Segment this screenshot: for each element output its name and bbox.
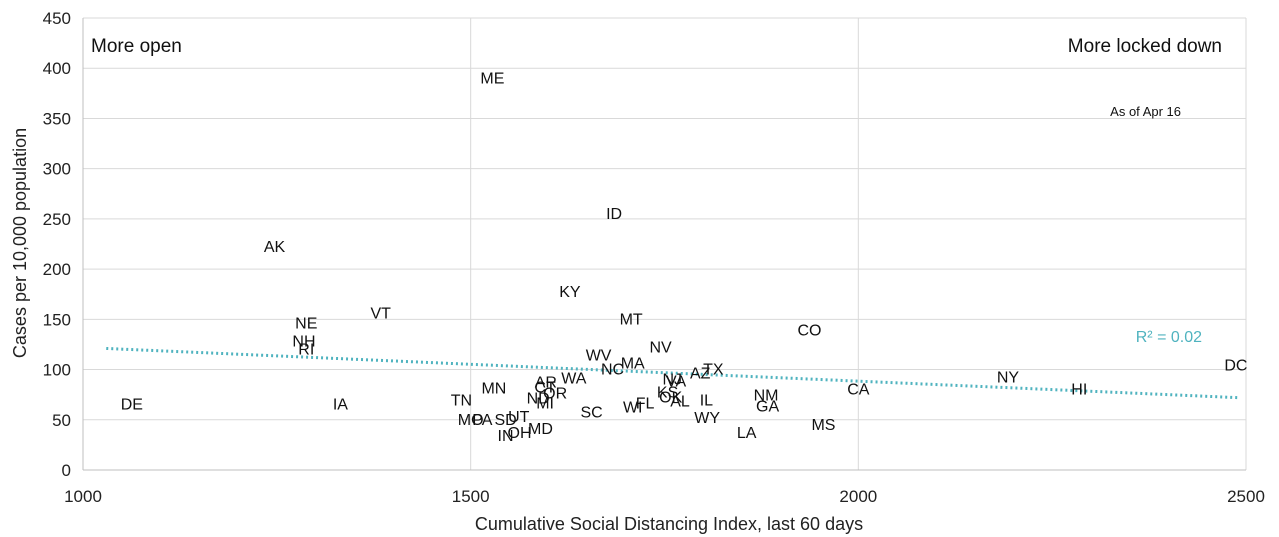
data-point-mi: MI	[536, 396, 554, 413]
data-point-pa: PA	[472, 412, 492, 429]
data-point-tn: TN	[451, 393, 472, 410]
x-tick-label: 1500	[452, 487, 490, 506]
data-point-az: AZ	[690, 366, 711, 383]
annotations: More open More locked down As of Apr 16 …	[91, 36, 1222, 346]
r-squared-label: R² = 0.02	[1136, 329, 1202, 346]
data-point-nm: NM	[754, 388, 779, 405]
data-point-ut: UT	[508, 409, 530, 426]
data-point-sd: SD	[494, 412, 516, 429]
data-point-fl: FL	[636, 396, 655, 413]
y-axis-title: Cases per 10,000 population	[10, 128, 30, 358]
data-point-id: ID	[606, 206, 622, 223]
data-point-ks: KS	[657, 385, 678, 402]
y-tick-label: 300	[43, 160, 71, 179]
data-point-ms: MS	[811, 417, 835, 434]
annotation-more-locked-down: More locked down	[1068, 36, 1222, 57]
y-tick-label: 250	[43, 210, 71, 229]
gridlines	[83, 17, 1247, 470]
data-point-me: ME	[480, 70, 504, 87]
data-point-or: OR	[543, 386, 567, 403]
annotation-more-open: More open	[91, 36, 182, 57]
trendline-path	[106, 346, 1239, 400]
data-point-hi: HI	[1071, 382, 1087, 399]
data-point-nh: NH	[292, 333, 315, 350]
x-axis-title: Cumulative Social Distancing Index, last…	[475, 514, 863, 534]
y-tick-label: 150	[43, 310, 71, 329]
data-point-nd: ND	[527, 391, 550, 408]
data-point-in: IN	[498, 428, 514, 445]
data-point-dc: DC	[1224, 358, 1247, 375]
data-point-mo: MO	[458, 412, 484, 429]
y-tick-label: 400	[43, 59, 71, 78]
axes	[82, 18, 1246, 471]
y-tick-label: 200	[43, 260, 71, 279]
data-point-ok: OK	[659, 390, 682, 407]
data-point-ne: NE	[295, 315, 317, 332]
tick-labels: 0 50 100 150 200 250 300 350 400 450 1000 1500 2000 2…	[43, 9, 1265, 506]
data-point-ny: NY	[997, 370, 1020, 387]
data-point-mt: MT	[620, 311, 643, 328]
data-point-ri: RI	[298, 341, 314, 358]
data-point-wi: WI	[623, 400, 643, 417]
data-point-vt: VT	[371, 305, 392, 322]
trendline	[106, 346, 1239, 400]
data-point-wy: WY	[694, 410, 720, 427]
x-tick-label: 2000	[839, 487, 877, 506]
y-tick-label: 450	[43, 9, 71, 28]
data-point-mn: MN	[481, 381, 506, 398]
data-point-ia: IA	[333, 397, 348, 414]
y-tick-label: 100	[43, 361, 71, 380]
data-point-sc: SC	[581, 405, 603, 422]
data-point-wa: WA	[561, 371, 587, 388]
data-point-wv: WV	[586, 347, 612, 364]
data-point-oh: OH	[508, 425, 532, 442]
data-point-ga: GA	[756, 399, 779, 416]
data-point-ma: MA	[621, 356, 645, 373]
annotation-as-of-date: As of Apr 16	[1110, 104, 1181, 119]
data-point-al: AL	[670, 394, 690, 411]
y-tick-label: 350	[43, 109, 71, 128]
data-point-ar: AR	[535, 375, 557, 392]
data-point-ky: KY	[559, 284, 581, 301]
data-point-md: MD	[528, 421, 553, 438]
data-point-nc: NC	[601, 362, 624, 379]
data-point-de: DE	[121, 397, 143, 414]
data-point-ct: CT	[534, 380, 556, 397]
data-point-la: LA	[737, 425, 757, 442]
y-tick-label: 50	[52, 411, 71, 430]
x-tick-label: 1000	[64, 487, 102, 506]
data-point-il: IL	[700, 393, 713, 410]
data-point-nv: NV	[650, 339, 673, 356]
data-point-tx: TX	[703, 362, 724, 379]
data-point-ca: CA	[847, 382, 870, 399]
data-point-va: VA	[666, 374, 686, 391]
x-tick-label: 2500	[1227, 487, 1265, 506]
data-point-nj: NJ	[662, 372, 682, 389]
data-point-ak: AK	[264, 239, 286, 256]
data-point-co: CO	[797, 322, 821, 339]
y-tick-label: 0	[62, 461, 71, 480]
